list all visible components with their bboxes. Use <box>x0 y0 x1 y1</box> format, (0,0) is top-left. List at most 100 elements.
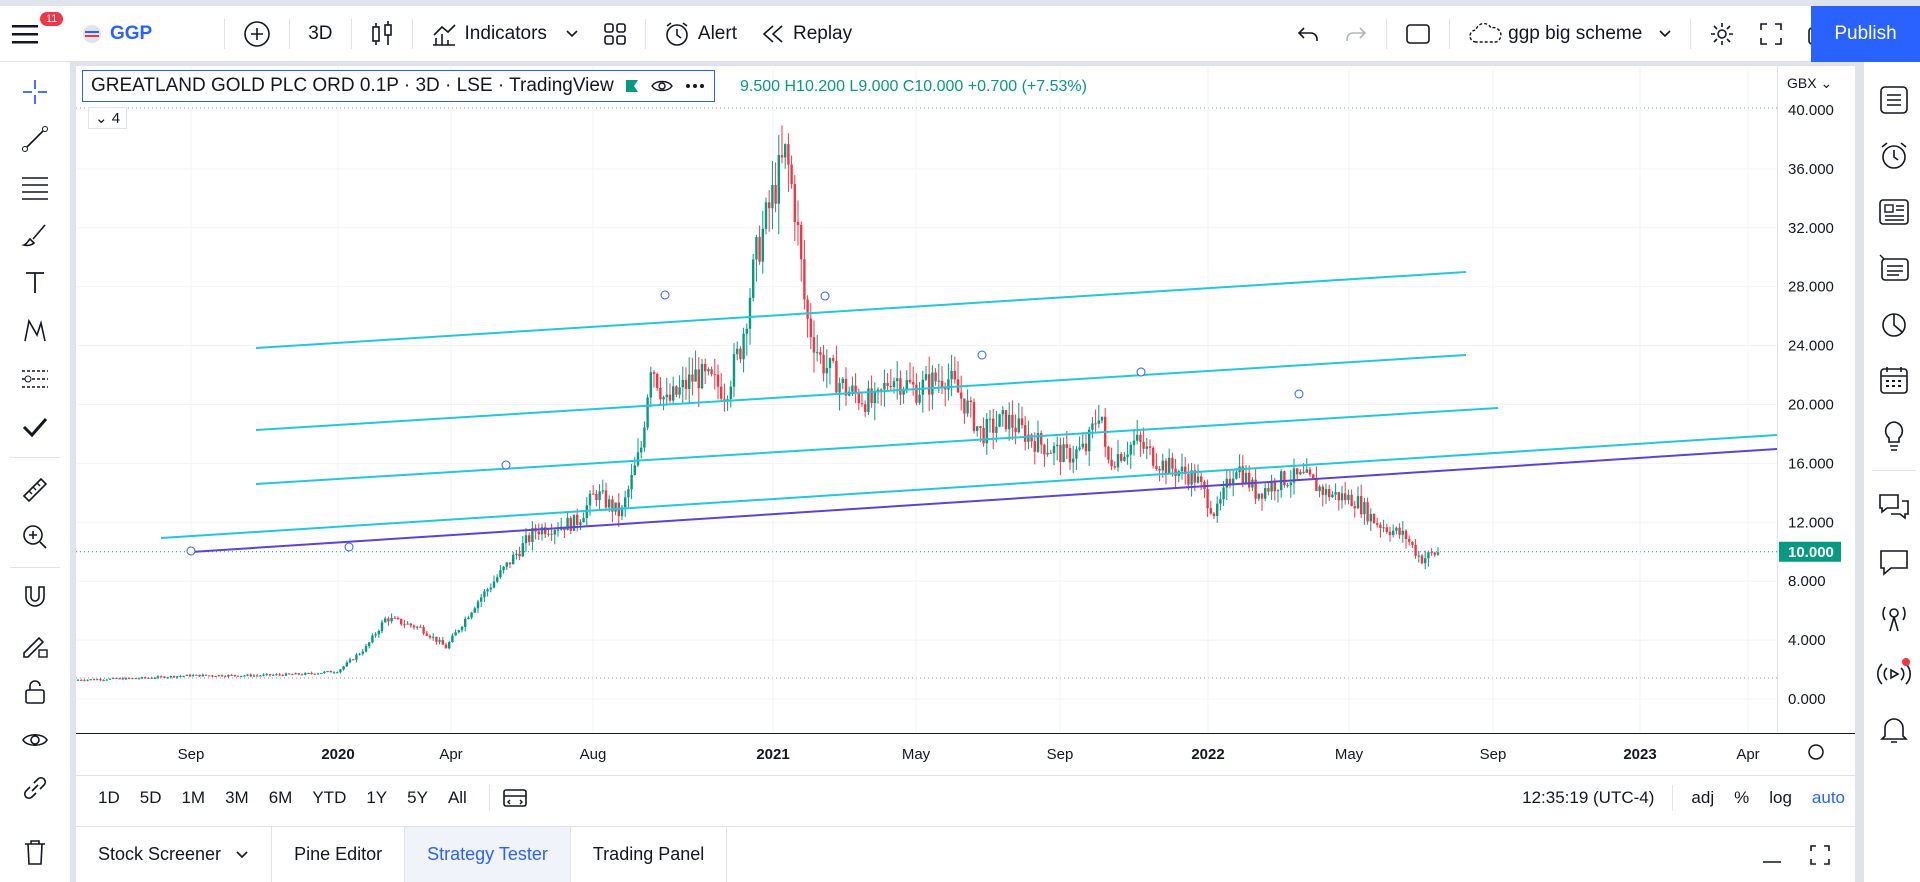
tab-stock-screener[interactable]: Stock Screener <box>76 827 273 882</box>
date-range-icon[interactable] <box>502 786 528 810</box>
trendline-tool[interactable] <box>15 119 55 159</box>
fullscreen-button[interactable] <box>1747 6 1795 61</box>
candle-body <box>700 364 704 389</box>
range-5d[interactable]: 5D <box>139 787 162 807</box>
stay-drawing-tool[interactable] <box>15 625 55 665</box>
candle-body <box>217 675 220 677</box>
comments-button[interactable] <box>1874 542 1914 582</box>
range-6m[interactable]: 6M <box>268 787 293 807</box>
tab-trading-panel[interactable]: Trading Panel <box>571 827 728 882</box>
redo-button[interactable] <box>1332 6 1380 61</box>
lock-tool[interactable] <box>15 672 55 712</box>
symbol-legend[interactable]: GREATLAND GOLD PLC ORD 0.1P · 3D · LSE ·… <box>82 70 715 102</box>
compare-button[interactable] <box>231 6 283 61</box>
indicators-collapse[interactable]: ⌄ 4 <box>88 107 128 129</box>
news-button[interactable] <box>1874 192 1914 232</box>
clock[interactable]: 12:35:19 (UTC-4) <box>1522 787 1655 807</box>
hotlist-button[interactable] <box>1874 304 1914 344</box>
chart-pane[interactable]: 40.000 36.000 32.000 28.000 24.000 20.000 16.0… <box>76 66 1855 826</box>
chats-button[interactable] <box>1874 486 1914 526</box>
candle-body <box>355 654 358 660</box>
chart-type-button[interactable] <box>358 6 406 61</box>
text-tool[interactable] <box>15 262 55 302</box>
tab-pine-editor[interactable]: Pine Editor <box>272 827 406 882</box>
remove-tool[interactable] <box>15 832 55 872</box>
pattern-tool[interactable] <box>15 311 55 351</box>
eye-icon[interactable] <box>650 78 674 94</box>
candle-body <box>208 675 211 677</box>
data-window-button[interactable] <box>1874 248 1914 288</box>
sync-tool[interactable] <box>15 768 55 808</box>
range-1y[interactable]: 1Y <box>366 787 388 807</box>
candle-body <box>115 678 118 680</box>
fib-tool[interactable] <box>15 167 55 207</box>
candle-body <box>1212 513 1216 516</box>
cloud-icon <box>1469 22 1502 43</box>
crosshair-tool[interactable] <box>15 72 55 112</box>
tab-label: Strategy Tester <box>427 844 548 864</box>
more-icon[interactable] <box>684 78 706 94</box>
auto-toggle[interactable]: auto <box>1811 787 1845 807</box>
candle-body <box>1065 444 1068 448</box>
magnet-tool[interactable] <box>15 577 55 617</box>
price-chart[interactable]: 40.00036.00032.00028.00024.00020.00016.0… <box>76 66 1855 826</box>
indicators-button[interactable]: Indicators <box>419 6 591 61</box>
chevron-down-icon <box>1659 29 1671 37</box>
settings-button[interactable] <box>1697 6 1747 61</box>
candle-body <box>579 522 582 525</box>
prediction-tool[interactable] <box>15 359 55 399</box>
publish-button[interactable]: Publish <box>1811 6 1920 62</box>
candle-body <box>92 679 96 681</box>
measure-tool[interactable] <box>15 470 55 510</box>
streams-button[interactable] <box>1874 598 1914 638</box>
candle-body <box>246 674 249 676</box>
candle-body <box>1324 489 1328 495</box>
candle-body <box>1139 434 1142 442</box>
lock-drawings-check[interactable] <box>15 407 55 447</box>
zoom-tool[interactable] <box>15 517 55 557</box>
replay-button[interactable]: Replay <box>749 6 864 61</box>
ideas-button[interactable] <box>1874 416 1914 456</box>
range-1m[interactable]: 1M <box>181 787 206 807</box>
candle-body <box>1276 490 1280 492</box>
candle-body <box>435 636 438 642</box>
layout-select-button[interactable] <box>1393 6 1443 61</box>
templates-button[interactable] <box>591 6 639 61</box>
candle-body <box>1222 487 1225 500</box>
undo-button[interactable] <box>1284 6 1332 61</box>
alarm-icon <box>666 21 688 46</box>
range-5y[interactable]: 5Y <box>407 787 428 807</box>
candle-body <box>492 581 496 588</box>
layout-name-button[interactable]: ggp big scheme <box>1456 6 1684 61</box>
candle-body <box>256 675 259 677</box>
percent-toggle[interactable]: % <box>1734 787 1750 807</box>
candle-body <box>784 144 787 158</box>
adj-toggle[interactable]: adj <box>1691 787 1715 807</box>
brush-tool[interactable] <box>15 215 55 255</box>
interval-button[interactable]: 3D <box>308 22 333 44</box>
candle-body <box>1059 444 1062 463</box>
notifications-button[interactable] <box>1874 710 1914 750</box>
live-button[interactable] <box>1874 654 1914 694</box>
symbol-search[interactable]: GGP <box>70 6 164 61</box>
candle-body <box>953 370 956 380</box>
calendar-button[interactable] <box>1874 360 1914 400</box>
log-toggle[interactable]: log <box>1769 787 1792 807</box>
tab-strategy-tester[interactable]: Strategy Tester <box>405 827 571 882</box>
alert-button[interactable]: Alert <box>652 6 749 61</box>
candle-body <box>137 678 140 680</box>
alerts-button[interactable] <box>1874 136 1914 176</box>
minimize-icon[interactable] <box>1761 844 1783 866</box>
maximize-icon[interactable] <box>1809 844 1831 866</box>
range-all[interactable]: All <box>447 787 467 807</box>
candle-body <box>1027 434 1030 442</box>
candle-body <box>230 674 233 676</box>
range-3m[interactable]: 3M <box>225 787 249 807</box>
candle-body <box>310 672 313 674</box>
range-ytd[interactable]: YTD <box>312 787 347 807</box>
range-1d[interactable]: 1D <box>98 787 120 807</box>
menu-button[interactable]: 11 <box>0 6 70 61</box>
hide-tool[interactable] <box>15 720 55 760</box>
candle-body <box>1132 440 1136 445</box>
watchlist-button[interactable] <box>1874 80 1914 120</box>
